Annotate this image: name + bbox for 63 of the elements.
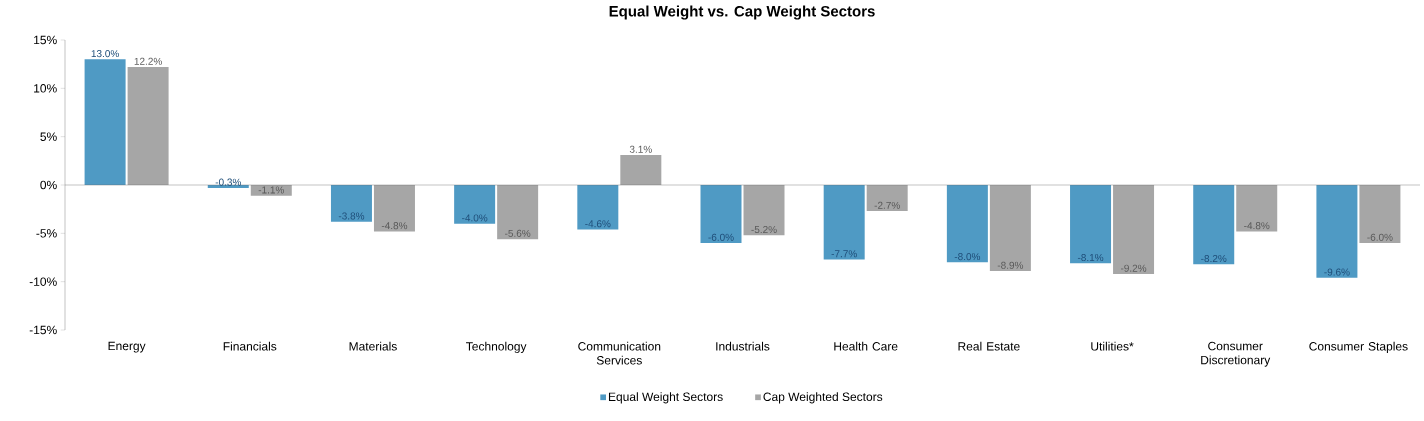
data-label: -4.8% xyxy=(381,222,408,230)
bar xyxy=(373,185,415,232)
bar xyxy=(620,155,662,185)
legend-label: Cap Weighted Sectors xyxy=(763,392,883,404)
legend-label: Equal Weight Sectors xyxy=(608,392,723,404)
data-label: 3.1% xyxy=(629,145,652,153)
data-label: -8.0% xyxy=(954,253,981,261)
x-tick-label: Communication Services xyxy=(578,341,661,365)
bar xyxy=(127,67,169,185)
data-label: -7.7% xyxy=(831,250,857,258)
x-tick-label: Health Care xyxy=(834,341,898,351)
data-label: -2.7% xyxy=(874,201,900,209)
bar xyxy=(577,185,619,230)
bar xyxy=(1316,185,1358,278)
data-label: -1.1% xyxy=(258,186,284,194)
data-label: -6.0% xyxy=(1367,233,1393,241)
bar xyxy=(1193,185,1235,265)
x-tick-label: Financials xyxy=(223,341,277,351)
bar xyxy=(1236,185,1278,232)
x-tick-label: Consumer Staples xyxy=(1309,341,1408,353)
data-label: 12.2% xyxy=(134,57,162,65)
y-tick-label: -15% xyxy=(29,325,57,335)
y-tick-label: -5% xyxy=(36,229,57,238)
data-label: -8.1% xyxy=(1077,254,1104,262)
data-label: -8.9% xyxy=(997,261,1024,269)
bar xyxy=(497,185,539,240)
bar xyxy=(700,185,742,243)
data-label: -5.6% xyxy=(505,229,531,237)
y-tick-label: -10% xyxy=(29,277,57,286)
bar xyxy=(946,185,988,263)
bar xyxy=(330,185,372,222)
x-tick-label: Industrials xyxy=(716,341,770,351)
bar xyxy=(84,59,126,185)
bar xyxy=(1070,185,1112,264)
y-tick-label: 0% xyxy=(40,180,57,190)
bar xyxy=(1359,185,1401,243)
x-tick-label: Materials xyxy=(349,341,397,351)
x-tick-label: Technology xyxy=(466,341,527,353)
bar xyxy=(1113,185,1155,274)
x-tick-label: Consumer Discretionary xyxy=(1201,341,1271,367)
x-tick-label: Utilities* xyxy=(1091,341,1134,351)
data-label: -9.6% xyxy=(1324,268,1350,276)
data-label: -0.3% xyxy=(215,178,241,186)
bar xyxy=(989,185,1031,272)
data-label: -4.0% xyxy=(462,214,488,222)
x-tick-label: Real Estate xyxy=(958,341,1020,351)
data-label: -4.8% xyxy=(1244,222,1270,230)
y-tick-label: 15% xyxy=(34,35,57,45)
data-label: -9.2% xyxy=(1120,264,1147,272)
y-tick-label: 5% xyxy=(40,132,57,141)
chart-title: Equal Weight vs. Cap Weight Sectors xyxy=(609,5,875,20)
bar xyxy=(454,185,496,224)
bar xyxy=(823,185,865,260)
x-tick-label: Energy xyxy=(108,341,146,353)
bar xyxy=(743,185,785,236)
data-label: -6.0% xyxy=(708,233,734,241)
data-label: -8.2% xyxy=(1201,254,1227,263)
bar xyxy=(866,185,908,212)
data-label: -3.8% xyxy=(338,212,365,220)
y-tick-label: 10% xyxy=(34,84,57,93)
data-label: -4.6% xyxy=(585,220,611,228)
data-label: -5.2% xyxy=(751,225,777,234)
data-label: 13.0% xyxy=(91,50,119,58)
